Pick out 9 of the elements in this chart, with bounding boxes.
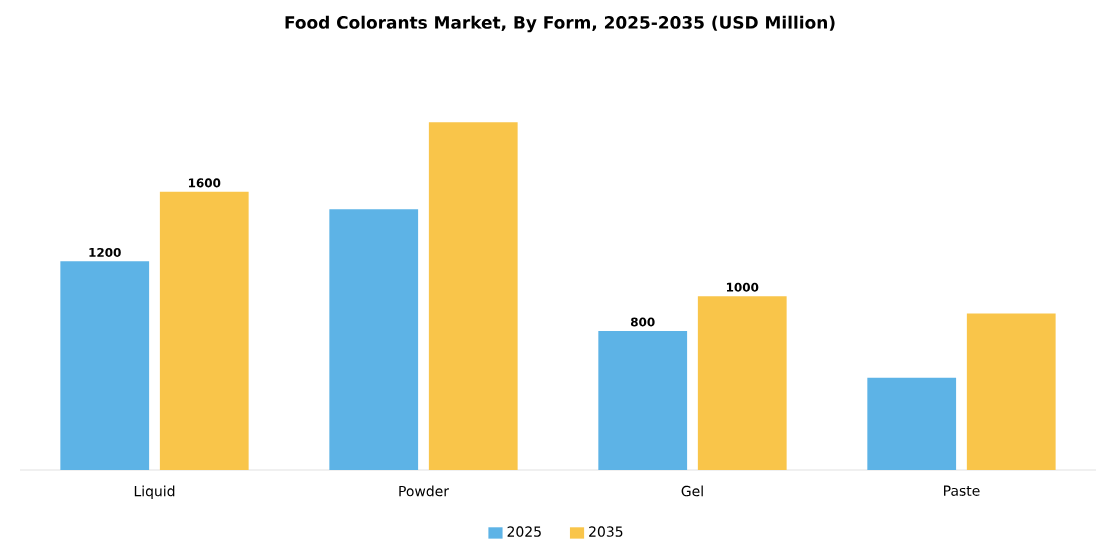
bar bbox=[867, 377, 957, 470]
bar bbox=[428, 122, 518, 470]
bar bbox=[598, 330, 688, 470]
chart-title: Food Colorants Market, By Form, 2025-2035 (USD Million) bbox=[285, 15, 835, 33]
bar bbox=[329, 209, 419, 470]
bar bbox=[697, 296, 787, 470]
bar bbox=[60, 261, 150, 470]
bar bbox=[966, 313, 1056, 470]
bar bbox=[159, 191, 249, 470]
